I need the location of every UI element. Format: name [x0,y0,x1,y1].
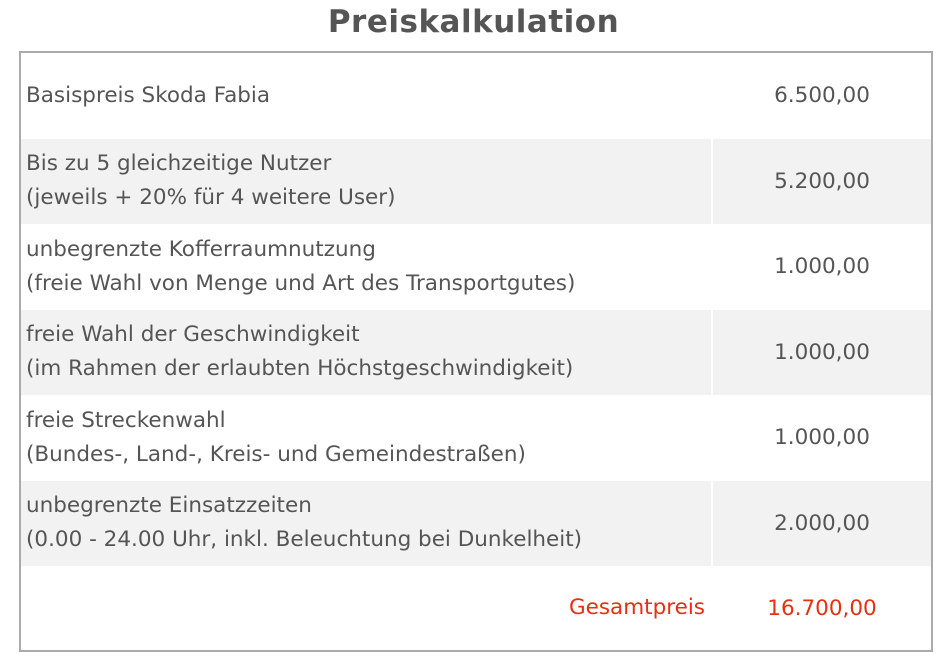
table-row: freie Wahl der Geschwindigkeit (im Rahmen… [21,309,931,395]
row-label: unbegrenzte Kofferraumnutzung (freie Wahl… [21,224,711,310]
row-label-line2: (0.00 - 24.00 Uhr, inkl. Beleuchtung bei… [26,527,583,553]
row-label-line1: freie Wahl der Geschwindigkeit [26,322,360,348]
row-label: unbegrenzte Einsatzzeiten (0.00 - 24.00 U… [21,480,711,566]
row-label: freie Wahl der Geschwindigkeit (im Rahmen… [21,309,711,395]
row-label: Bis zu 5 gleichzeitige Nutzer (jeweils + … [21,138,711,224]
row-value: 1.000,00 [774,254,870,280]
price-table: Basispreis Skoda Fabia 6.500,00 Bis zu 5… [19,51,933,652]
row-value: 5.200,00 [713,138,931,224]
row-label-line1: freie Streckenwahl [26,407,226,433]
row-label-line1: Bis zu 5 gleichzeitige Nutzer [26,151,332,177]
total-value: 16.700,00 [767,595,877,621]
row-label-line1: unbegrenzte Einsatzzeiten [26,493,312,519]
row-label-line2: (Bundes-, Land-, Kreis- und Gemeindestra… [26,441,526,467]
table-row: unbegrenzte Kofferraumnutzung (freie Wahl… [21,224,931,310]
total-row: Gesamtpreis 16.700,00 [21,566,931,650]
table-row: unbegrenzte Einsatzzeiten (0.00 - 24.00 U… [21,480,931,566]
row-label-line2: (freie Wahl von Menge und Art des Transp… [26,270,576,296]
row-label-line2: (jeweils + 20% für 4 weitere User) [26,185,396,211]
row-value: 6.500,00 [774,83,870,109]
row-label: Basispreis Skoda Fabia [21,53,711,139]
row-value: 2.000,00 [713,480,931,566]
row-label-line1: Basispreis Skoda Fabia [26,82,271,108]
row-value: 1.000,00 [713,309,931,395]
table-row: Bis zu 5 gleichzeitige Nutzer (jeweils + … [21,138,931,224]
row-label-line1: unbegrenzte Kofferraumnutzung [26,236,376,262]
row-label-line2: (im Rahmen der erlaubten Höchstgeschwind… [26,356,574,382]
table-row: freie Streckenwahl (Bundes-, Land-, Kreis… [21,395,931,481]
row-label: freie Streckenwahl (Bundes-, Land-, Kreis… [21,395,711,481]
row-value: 1.000,00 [774,425,870,451]
table-row: Basispreis Skoda Fabia 6.500,00 [21,53,931,139]
total-label: Gesamtpreis [568,595,705,620]
page-title: Preiskalkulation [327,4,620,40]
